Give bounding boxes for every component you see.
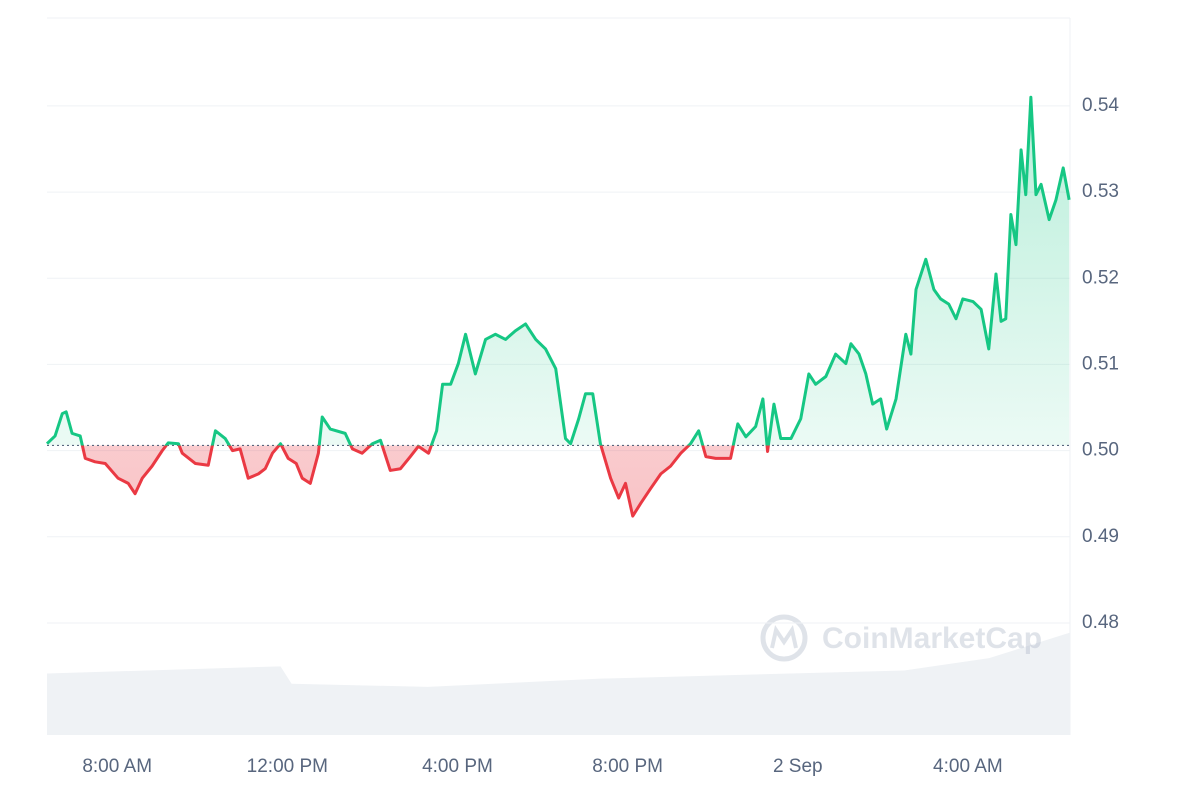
y-tick-label: 0.51 [1082,353,1119,374]
y-tick-label: 0.50 [1082,440,1119,461]
volume-area [47,632,1070,735]
x-tick-label: 4:00 AM [933,756,1003,777]
watermark: CoinMarketCap [760,614,1042,662]
y-tick-label: 0.49 [1082,526,1119,547]
y-tick-label: 0.53 [1082,181,1119,202]
x-tick-label: 2 Sep [773,756,823,777]
area-down [82,445,769,517]
x-tick-label: 12:00 PM [247,756,328,777]
y-tick-label: 0.54 [1082,95,1119,116]
watermark-text: CoinMarketCap [822,622,1042,655]
area-up [47,97,1070,446]
x-tick-label: 8:00 AM [82,756,152,777]
y-tick-label: 0.52 [1082,267,1119,288]
price-line-up [45,95,1071,446]
y-tick-label: 0.48 [1082,612,1119,633]
x-tick-label: 4:00 PM [422,756,493,777]
x-tick-label: 8:00 PM [592,756,663,777]
